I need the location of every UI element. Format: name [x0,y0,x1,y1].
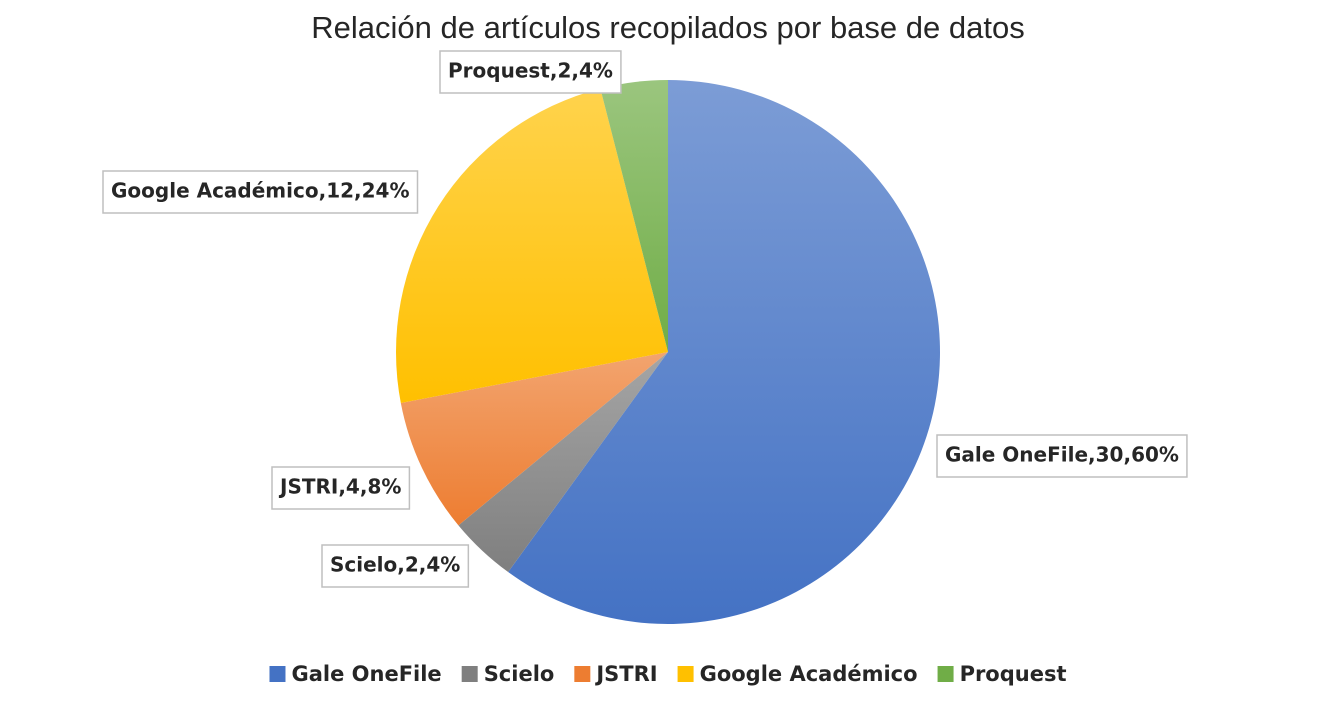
pie-slice [508,80,940,625]
legend-swatch [677,666,694,682]
data-label-box [271,466,411,510]
chart-title: Relación de artículos recopilados por ba… [311,10,1024,45]
pie-slice [600,80,668,352]
data-label: Google Académico,12,24% [111,179,410,203]
data-label-box [102,170,419,214]
data-label: Gale OneFile,30,60% [945,443,1179,467]
pie-slice [458,352,668,573]
data-label: Scielo,2,4% [330,553,460,577]
pie-slice [400,352,668,526]
data-label-box [439,50,622,94]
legend-swatch [937,666,954,682]
legend-label: Scielo [484,662,555,686]
data-label-box [321,544,470,588]
data-label: JSTRI,4,8% [278,475,401,499]
legend-label: Proquest [960,662,1067,686]
data-label: Proquest,2,4% [448,59,613,83]
legend-label: Google Académico [700,662,918,686]
legend-label: JSTRI [594,662,657,686]
legend-swatch [269,666,286,682]
data-label-box [936,434,1188,478]
pie-slice [396,88,668,403]
legend-swatch [461,666,478,682]
legend-swatch [574,666,591,682]
legend-label: Gale OneFile [291,662,441,686]
